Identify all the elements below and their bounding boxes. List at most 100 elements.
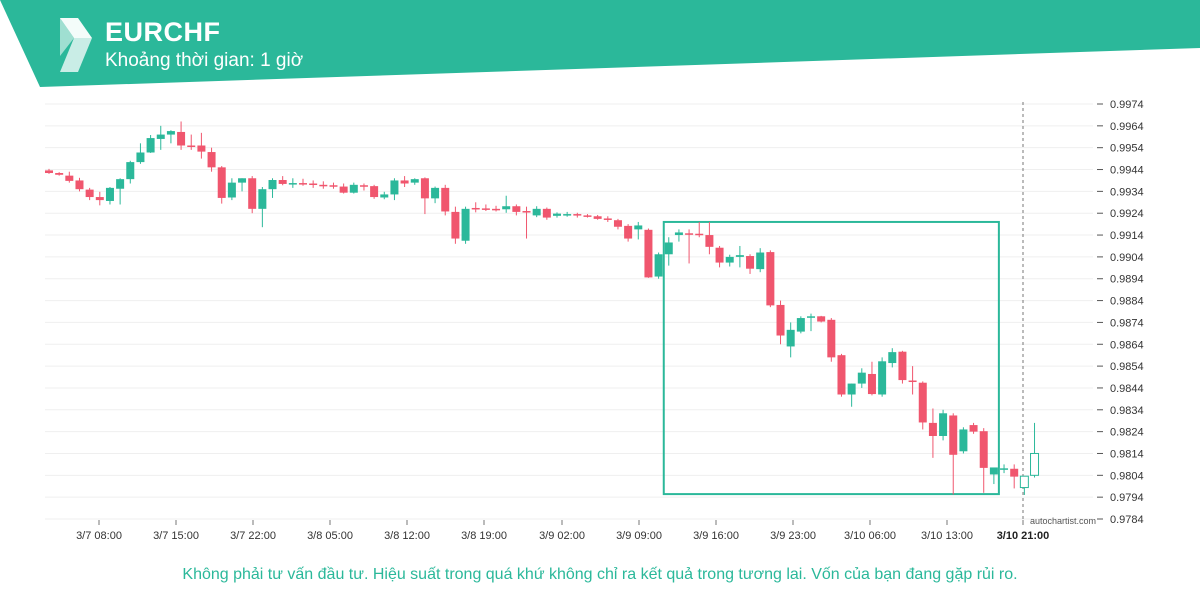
candle (461, 206, 470, 244)
y-tick-label: 0.9844 (1110, 383, 1144, 395)
y-tick-label: 0.9964 (1110, 121, 1144, 133)
candle-body (207, 152, 216, 168)
candle-body (918, 382, 927, 423)
candle-body (969, 425, 978, 432)
candle (492, 205, 501, 212)
candle-body (349, 184, 358, 193)
x-tick-label: 3/7 08:00 (76, 530, 122, 542)
candle-body (654, 254, 663, 277)
candle-body (288, 183, 297, 185)
candle (248, 176, 257, 214)
candle-body (238, 178, 247, 183)
candle-body (187, 145, 196, 147)
candle-body (278, 180, 287, 184)
candle-body (583, 215, 592, 217)
candle (817, 315, 826, 323)
candle (187, 134, 196, 150)
candle (918, 381, 927, 430)
y-tick-label: 0.9794 (1110, 492, 1144, 504)
candle-body (177, 131, 186, 146)
candle-body (420, 178, 429, 199)
candle (390, 178, 399, 201)
candle (766, 250, 775, 308)
candle-body (85, 189, 94, 198)
candle-body (553, 213, 561, 216)
candle (380, 191, 389, 200)
x-tick-label: 3/9 02:00 (539, 530, 585, 542)
candle (227, 178, 236, 201)
candle-body (95, 197, 104, 201)
candle-body (685, 233, 694, 235)
candle (126, 160, 135, 184)
candle-body (410, 179, 419, 183)
candle-body (959, 429, 968, 452)
candle (410, 178, 419, 185)
candle-body (1010, 468, 1019, 477)
y-tick-label: 0.9854 (1110, 361, 1144, 373)
candle-body (776, 304, 785, 336)
candle (624, 224, 633, 242)
candle-body (390, 180, 399, 195)
price-chart[interactable]: 0.9974 0.9964 0.9954 0.9944 0.9934 0.9924 0.99… (0, 0, 1200, 560)
candle (400, 176, 409, 187)
candle (888, 348, 897, 368)
candle (654, 252, 663, 279)
candle (288, 178, 297, 188)
y-tick-label: 0.9884 (1110, 296, 1144, 308)
x-tick-label: 3/8 12:00 (384, 530, 430, 542)
candle-body (817, 316, 826, 322)
candle (776, 300, 785, 345)
candle (420, 177, 429, 215)
candle-body (136, 152, 145, 163)
candle (522, 206, 531, 239)
candle-body (227, 182, 236, 198)
candle-body (837, 355, 846, 395)
x-tick-label: 3/9 16:00 (693, 530, 739, 542)
candle-body (522, 211, 531, 213)
y-tick-label: 0.9954 (1110, 143, 1144, 155)
candle-body (756, 252, 765, 270)
candle-body (979, 431, 988, 468)
candle (553, 212, 561, 218)
candle (1010, 464, 1019, 489)
y-tick-label: 0.9864 (1110, 339, 1144, 351)
y-tick-label: 0.9934 (1110, 186, 1144, 198)
candle (634, 221, 643, 240)
candle (278, 176, 287, 186)
autochartist-logo-icon (60, 18, 92, 72)
candle-body (481, 208, 490, 210)
y-tick-label: 0.9974 (1110, 99, 1144, 111)
candle (908, 366, 917, 395)
candle (329, 182, 338, 189)
candle-body (735, 255, 744, 257)
candle (532, 206, 541, 218)
x-tick-label: 3/7 22:00 (230, 530, 276, 542)
candles-layer (45, 121, 1040, 495)
candle (309, 180, 318, 188)
candle (268, 178, 277, 198)
y-tick-label: 0.9834 (1110, 405, 1144, 417)
x-tick-label: 3/8 19:00 (461, 530, 507, 542)
symbol-title: EURCHF (105, 17, 221, 47)
candle (867, 361, 876, 396)
candle (258, 187, 267, 228)
candle-body (939, 413, 948, 436)
candle-body (603, 218, 612, 220)
candle (156, 125, 165, 150)
candle (979, 428, 988, 493)
candle-body (339, 186, 348, 193)
candle (441, 184, 450, 216)
candle (207, 147, 216, 172)
candle (735, 245, 744, 268)
x-tick-label-current: 3/10 21:00 (997, 530, 1050, 542)
candle-body (319, 184, 328, 187)
candle-body (664, 242, 673, 255)
candle (613, 218, 622, 230)
candle-body (309, 183, 318, 186)
candle (939, 409, 948, 441)
candle (1000, 464, 1009, 474)
candle-body (502, 206, 511, 210)
y-tick-label: 0.9944 (1110, 165, 1144, 177)
candle-body (766, 252, 775, 306)
candle-body (949, 415, 958, 455)
